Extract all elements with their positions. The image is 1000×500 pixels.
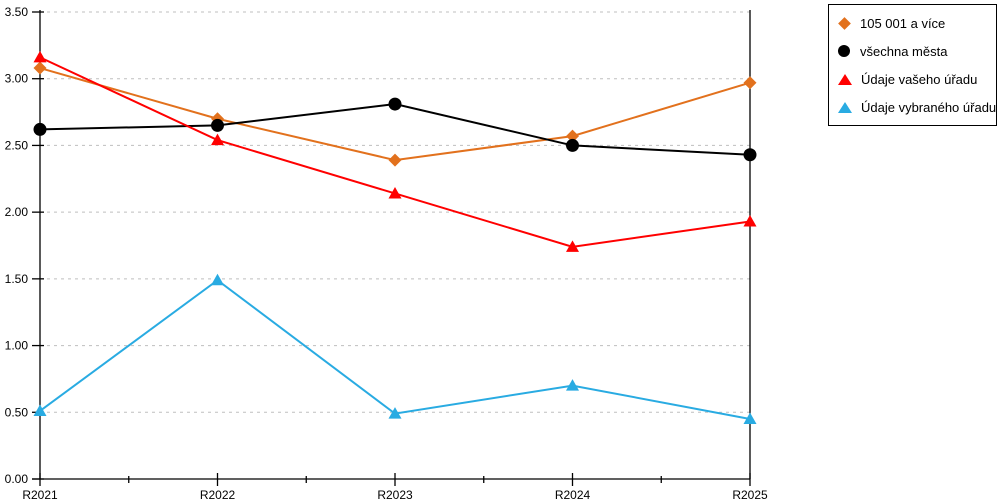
legend-item-label: všechna města xyxy=(860,43,948,59)
svg-text:R2024: R2024 xyxy=(555,488,591,500)
legend: 105 001 a více všechna města Údaje vašeh… xyxy=(828,4,997,126)
triangle-icon xyxy=(838,101,852,113)
svg-text:2.00: 2.00 xyxy=(5,205,29,219)
svg-text:R2022: R2022 xyxy=(200,488,236,500)
triangle-icon xyxy=(838,73,852,85)
legend-item-vsechna-mesta: všechna města xyxy=(838,38,996,64)
diamond-icon xyxy=(838,16,851,30)
svg-text:2.50: 2.50 xyxy=(5,138,29,152)
legend-item-udaje-vybraneho-uradu: Údaje vybraného úřadu xyxy=(838,94,996,120)
svg-text:3.00: 3.00 xyxy=(5,72,29,86)
svg-text:0.50: 0.50 xyxy=(5,405,29,419)
legend-item-label: 105 001 a více xyxy=(860,15,946,31)
svg-text:R2021: R2021 xyxy=(22,488,58,500)
legend-item-label: Údaje vašeho úřadu xyxy=(861,71,978,87)
svg-text:R2025: R2025 xyxy=(732,488,768,500)
circle-icon xyxy=(838,45,850,57)
svg-text:R2023: R2023 xyxy=(377,488,413,500)
svg-text:1.00: 1.00 xyxy=(5,339,29,353)
legend-item-105001-a-vice: 105 001 a více xyxy=(838,10,996,36)
svg-text:0.00: 0.00 xyxy=(5,472,29,486)
legend-item-udaje-vaseho-uradu: Údaje vašeho úřadu xyxy=(838,66,996,92)
svg-text:1.50: 1.50 xyxy=(5,272,29,286)
legend-item-label: Údaje vybraného úřadu xyxy=(861,99,997,115)
svg-text:3.50: 3.50 xyxy=(5,5,29,19)
